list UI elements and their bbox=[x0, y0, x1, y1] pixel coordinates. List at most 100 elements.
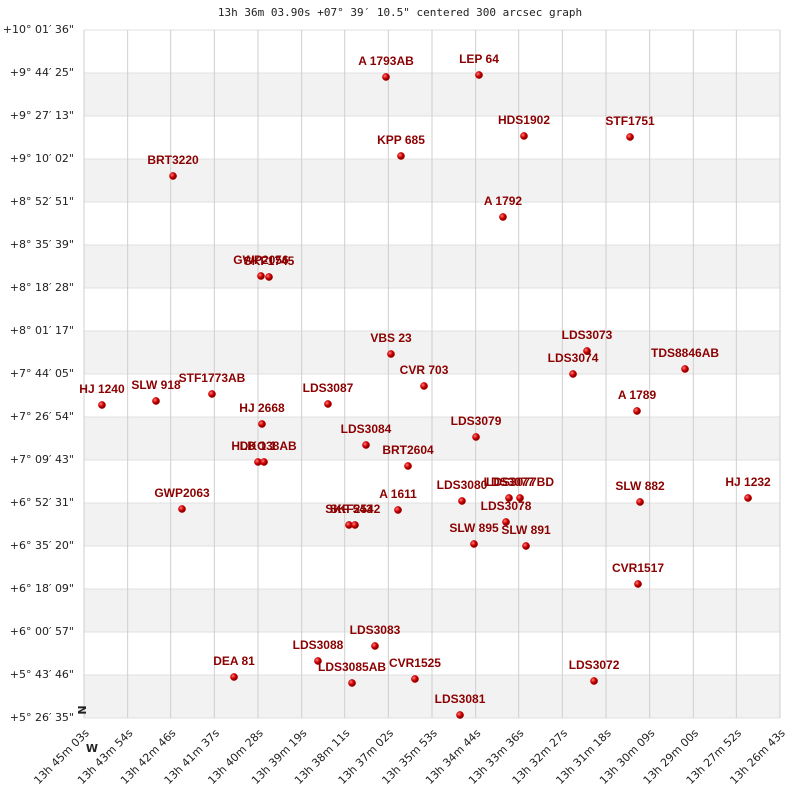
star-label: LDS3087 bbox=[303, 381, 354, 395]
star-label: BRT2604 bbox=[382, 443, 434, 457]
star-label: SKF1745 bbox=[244, 254, 295, 268]
star-point bbox=[178, 505, 186, 513]
star-point bbox=[522, 542, 530, 550]
star-label: STF1751 bbox=[605, 114, 655, 128]
star-point bbox=[505, 494, 513, 502]
y-tick-label: +9° 10′ 02" bbox=[10, 152, 74, 165]
star-point bbox=[569, 370, 577, 378]
star-label: LDS3083 bbox=[350, 623, 401, 637]
star-label: GWP2056 bbox=[233, 253, 289, 267]
star-label: CVR1525 bbox=[389, 656, 441, 670]
star-point bbox=[260, 458, 268, 466]
star-label: SKF2542 bbox=[330, 502, 381, 516]
star-point bbox=[324, 400, 332, 408]
star-point bbox=[265, 273, 273, 281]
y-tick-label: +7° 09′ 43" bbox=[10, 453, 74, 466]
star-label: HJ 2668 bbox=[239, 401, 285, 415]
star-label: LDS3080 bbox=[437, 478, 488, 492]
y-tick-label: +8° 01′ 17" bbox=[10, 324, 74, 337]
star-label: LDS3077BD bbox=[486, 475, 554, 489]
star-point bbox=[394, 506, 402, 514]
star-label: SLW 895 bbox=[449, 521, 499, 535]
star-label: KPP 685 bbox=[377, 133, 425, 147]
star-point bbox=[520, 132, 528, 140]
y-tick-label: +7° 26′ 54" bbox=[10, 410, 74, 423]
star-label: LDS3088 bbox=[293, 638, 344, 652]
star-point bbox=[681, 365, 689, 373]
star-label: HJ 1232 bbox=[725, 475, 771, 489]
star-point bbox=[472, 433, 480, 441]
star-label: LDS3079 bbox=[451, 414, 502, 428]
star-label: LDS3078 bbox=[481, 499, 532, 513]
star-label: CVR 703 bbox=[400, 363, 449, 377]
star-label: A 1793AB bbox=[358, 54, 414, 68]
star-point bbox=[382, 73, 390, 81]
star-point bbox=[371, 642, 379, 650]
star-point bbox=[502, 518, 510, 526]
y-tick-label: +5° 26′ 35" bbox=[10, 711, 74, 724]
y-tick-label: +9° 27′ 13" bbox=[10, 109, 74, 122]
star-point bbox=[257, 272, 265, 280]
star-label: GWP2063 bbox=[154, 486, 210, 500]
y-tick-label: +6° 18′ 09" bbox=[10, 582, 74, 595]
star-label: HJ 1240 bbox=[79, 382, 125, 396]
y-tick-label: +9° 44′ 25" bbox=[10, 66, 74, 79]
star-point bbox=[499, 213, 507, 221]
star-point bbox=[169, 172, 177, 180]
compass-west: W bbox=[86, 742, 98, 755]
star-point bbox=[230, 673, 238, 681]
star-label: STF1773AB bbox=[179, 371, 246, 385]
star-point bbox=[475, 71, 483, 79]
star-point bbox=[634, 580, 642, 588]
star-point bbox=[411, 675, 419, 683]
star-point bbox=[98, 401, 106, 409]
star-point bbox=[397, 152, 405, 160]
star-point bbox=[636, 498, 644, 506]
y-tick-label: +10° 01′ 36" bbox=[3, 23, 74, 36]
star-label: DKO 1 bbox=[240, 439, 277, 453]
star-point bbox=[590, 677, 598, 685]
star-point bbox=[470, 540, 478, 548]
star-point bbox=[633, 407, 641, 415]
star-label: LDS3084 bbox=[341, 422, 392, 436]
y-tick-label: +8° 18′ 28" bbox=[10, 281, 74, 294]
star-label: SKF 543 bbox=[325, 502, 373, 516]
star-label: LDS3074 bbox=[548, 351, 599, 365]
star-label: VBS 23 bbox=[370, 331, 412, 345]
y-tick-label: +5° 43′ 46" bbox=[10, 668, 74, 681]
star-point bbox=[626, 133, 634, 141]
y-tick-label: +8° 35′ 39" bbox=[10, 238, 74, 251]
star-point bbox=[362, 441, 370, 449]
y-tick-label: +7° 44′ 05" bbox=[10, 367, 74, 380]
star-point bbox=[208, 390, 216, 398]
star-label: TDS8846AB bbox=[651, 346, 719, 360]
star-point bbox=[583, 347, 591, 355]
star-point bbox=[420, 382, 428, 390]
star-point bbox=[314, 657, 322, 665]
star-point bbox=[387, 350, 395, 358]
compass-north: N bbox=[76, 705, 89, 714]
star-label: HDS1902 bbox=[498, 113, 550, 127]
y-tick-label: +8° 52′ 51" bbox=[10, 195, 74, 208]
chart-title: 13h 36m 03.90s +07° 39′ 10.5" centered 3… bbox=[218, 6, 582, 19]
star-label: SLW 918 bbox=[131, 378, 181, 392]
star-label: LDS3081 bbox=[435, 692, 486, 706]
star-point bbox=[458, 497, 466, 505]
star-point bbox=[404, 462, 412, 470]
star-label: LDS3085AB bbox=[318, 660, 386, 674]
star-label: BRT3220 bbox=[147, 153, 199, 167]
star-point bbox=[152, 397, 160, 405]
star-point bbox=[258, 420, 266, 428]
star-point bbox=[744, 494, 752, 502]
star-label: SLW 882 bbox=[615, 479, 665, 493]
star-point bbox=[516, 494, 524, 502]
star-label: A 1792 bbox=[484, 194, 523, 208]
star-point bbox=[348, 679, 356, 687]
star-label: SLW 891 bbox=[501, 523, 551, 537]
star-label: HLD 138AB bbox=[231, 439, 297, 453]
star-label: LEP 64 bbox=[459, 52, 499, 66]
star-label: LDS3072 bbox=[569, 658, 620, 672]
star-point bbox=[456, 711, 464, 719]
star-label: A 1789 bbox=[618, 388, 657, 402]
